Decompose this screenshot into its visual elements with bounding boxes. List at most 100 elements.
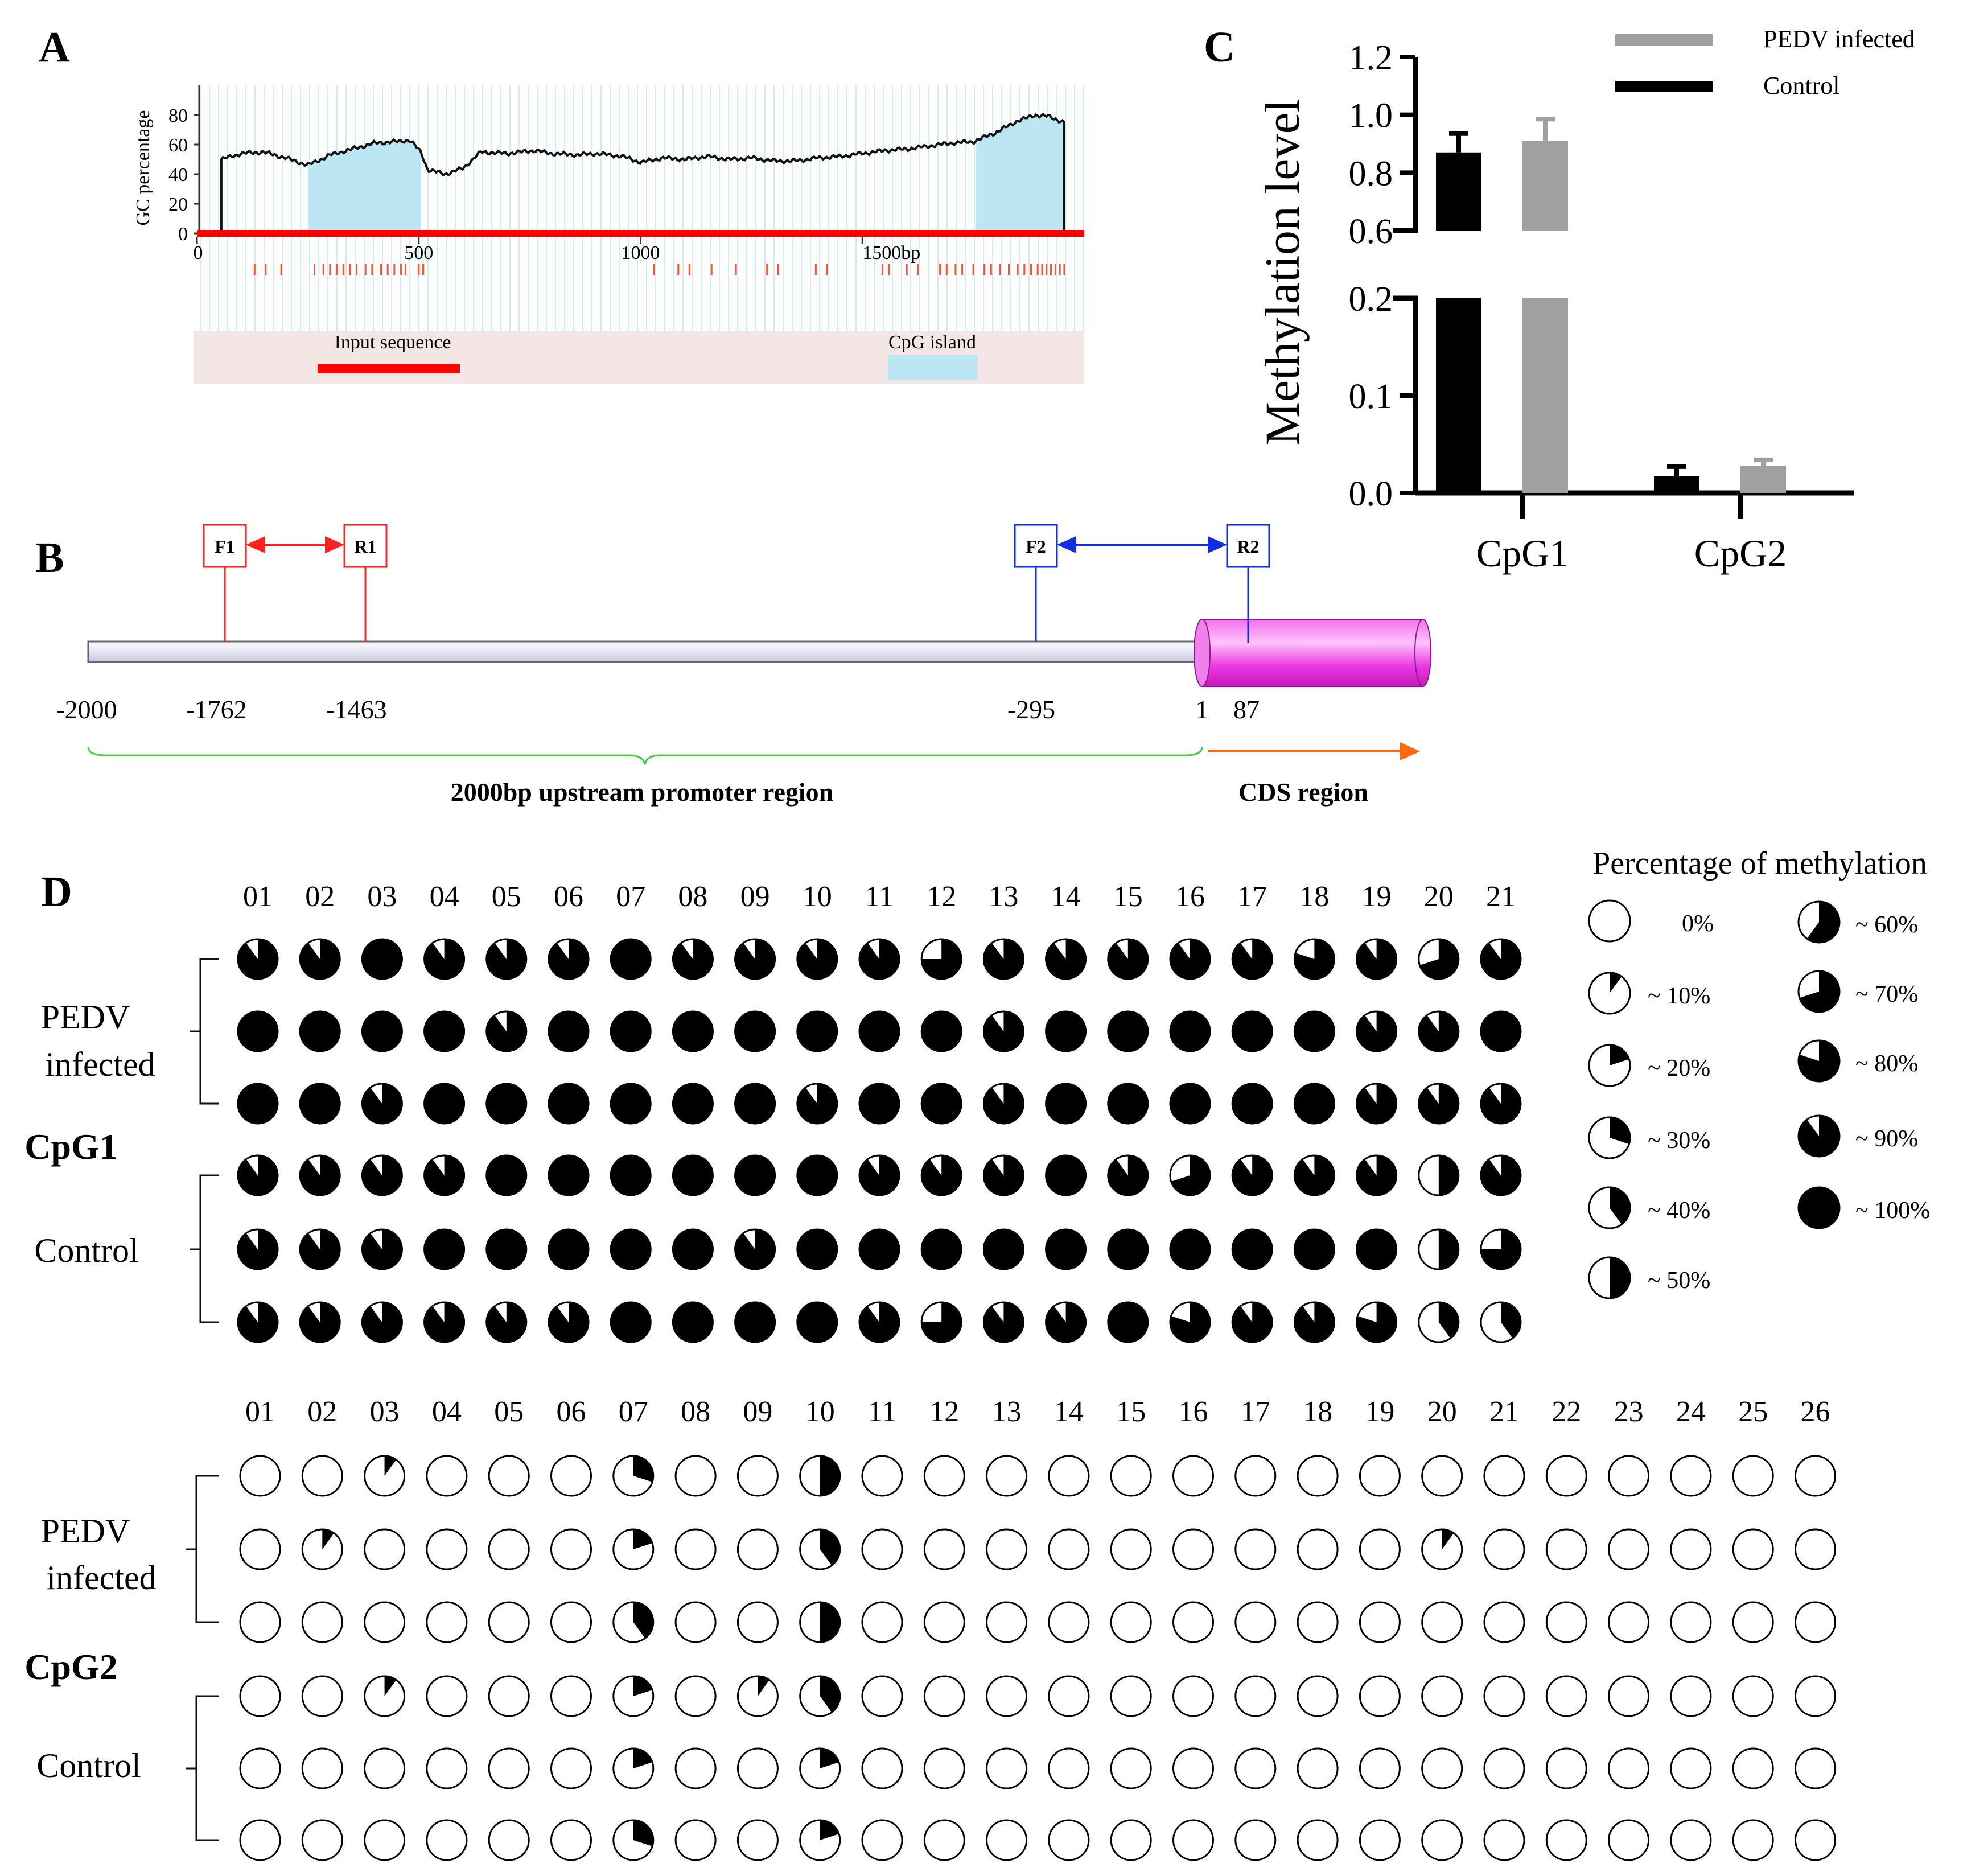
cpg2-site-label: 16 xyxy=(1179,1396,1208,1428)
methylation-pie xyxy=(426,1455,468,1497)
methylation-pie xyxy=(923,1675,965,1717)
methylation-pie xyxy=(1545,1747,1587,1789)
methylation-pie xyxy=(1110,1601,1152,1643)
primer-f1-label: F1 xyxy=(215,536,235,557)
methylation-pie xyxy=(858,1228,900,1270)
methylation-pie xyxy=(1480,1083,1522,1125)
methylation-pie xyxy=(1670,1747,1712,1789)
c-y-tick-label: 1.0 xyxy=(1349,97,1393,135)
methylation-pie xyxy=(423,1010,466,1052)
cpg1-site-label: 16 xyxy=(1175,881,1205,913)
cpg2-site-label: 13 xyxy=(992,1396,1022,1428)
legend-pie xyxy=(1588,1116,1631,1159)
methylation-pie xyxy=(923,1747,965,1789)
methylation-pie xyxy=(1545,1675,1587,1717)
methylation-pie xyxy=(1359,1819,1401,1861)
methylation-pie xyxy=(488,1528,530,1570)
legend-cpg-label: CpG island xyxy=(888,332,976,353)
cpg2-site-label: 15 xyxy=(1116,1396,1146,1428)
legend-label: ~ 70% xyxy=(1855,981,1918,1007)
methylation-pie xyxy=(1231,1228,1273,1270)
methylation-pie xyxy=(1356,1083,1398,1125)
methylation-pie xyxy=(799,1455,841,1497)
gc-content-plot: 0 20 40 60 80 GC percentage 0 500 1000 1500bp I… xyxy=(133,84,1084,384)
methylation-pie xyxy=(488,1747,530,1789)
methylation-pie xyxy=(550,1747,592,1789)
methylation-pie xyxy=(1483,1528,1525,1570)
methylation-pie xyxy=(861,1819,903,1861)
x-tick-label: 1500bp xyxy=(862,242,920,264)
cpg2-site-label: 06 xyxy=(557,1396,586,1428)
cpg2-site-label: 05 xyxy=(494,1396,524,1428)
cpg1-site-label: 09 xyxy=(740,881,770,913)
methylation-pie xyxy=(1545,1601,1587,1643)
cpg1-site-label: 03 xyxy=(367,881,397,913)
methylation-pie xyxy=(796,1083,838,1125)
methylation-pie xyxy=(299,1228,341,1270)
methylation-pie xyxy=(734,1154,776,1196)
methylation-pie xyxy=(1608,1747,1650,1789)
methylation-pie xyxy=(861,1675,903,1717)
methylation-pie xyxy=(1670,1675,1712,1717)
methylation-pie xyxy=(674,1455,717,1497)
methylation-pie xyxy=(550,1601,592,1643)
cds-label: CDS region xyxy=(1238,777,1368,807)
methylation-pie xyxy=(239,1455,281,1497)
methylation-pie xyxy=(1107,1083,1149,1125)
methylation-pie xyxy=(1483,1601,1525,1643)
group-label-control: Control xyxy=(36,1747,141,1784)
legend-label: ~ 30% xyxy=(1648,1128,1710,1154)
cpg1-site-label: 15 xyxy=(1113,881,1143,913)
methylation-pie xyxy=(548,1301,590,1343)
panel-label-a: A xyxy=(39,23,70,71)
methylation-pie xyxy=(1107,1154,1149,1196)
methylation-pie xyxy=(1231,1154,1273,1196)
methylation-pie xyxy=(920,1301,962,1343)
c-category-labels: CpG1 CpG2 xyxy=(1476,493,1787,575)
methylation-pie xyxy=(986,1675,1028,1717)
methylation-lollipop-panel: 01 02 03 04 05 06 07 08 09 10 11 12 13 14 15 16 17 18 19 20… xyxy=(24,846,1930,1861)
methylation-pie xyxy=(550,1819,592,1861)
cpg1-site-label: 20 xyxy=(1424,881,1454,913)
methylation-pie xyxy=(423,1228,466,1270)
cpg2-site-label: 01 xyxy=(245,1396,275,1428)
c-y-tick-label: 0.1 xyxy=(1349,377,1393,416)
methylation-pie xyxy=(548,1010,590,1052)
methylation-pie xyxy=(1110,1747,1152,1789)
methylation-legend-title: Percentage of methylation xyxy=(1592,846,1927,881)
cpg2-site-label: 21 xyxy=(1489,1396,1519,1428)
cpg2-site-label: 26 xyxy=(1801,1396,1830,1428)
methylation-pie xyxy=(299,1083,341,1125)
methylation-pie xyxy=(796,938,838,980)
group-label-pedv: infected xyxy=(45,1046,155,1083)
methylation-pie xyxy=(672,1083,714,1125)
methylation-pie xyxy=(1732,1528,1774,1570)
methylation-pie xyxy=(858,1154,900,1196)
y-tick-label: 40 xyxy=(168,164,188,186)
methylation-pie xyxy=(1608,1675,1650,1717)
methylation-pie xyxy=(799,1819,841,1861)
legend-input-swatch xyxy=(318,364,460,373)
methylation-pie xyxy=(1545,1455,1587,1497)
methylation-pie xyxy=(1297,1747,1339,1789)
methylation-pie xyxy=(1356,938,1398,980)
methylation-pie xyxy=(799,1747,841,1789)
cpg-island-regions xyxy=(307,115,1064,233)
methylation-pie xyxy=(485,1301,528,1343)
methylation-pie xyxy=(674,1675,717,1717)
panel-label-b: B xyxy=(35,534,64,582)
legend-label: ~ 100% xyxy=(1855,1198,1930,1224)
cpg2-label: CpG2 xyxy=(24,1647,118,1687)
methylation-pie xyxy=(861,1601,903,1643)
methylation-pie xyxy=(237,1228,279,1270)
methylation-pie xyxy=(1107,1301,1149,1343)
amplicon-2-arrowhead-left xyxy=(1057,536,1076,553)
methylation-pie xyxy=(1231,938,1273,980)
methylation-pie xyxy=(672,938,714,980)
methylation-pie xyxy=(796,1010,838,1052)
methylation-pie xyxy=(301,1528,343,1570)
c-y-tick-label: 0.8 xyxy=(1349,154,1393,193)
methylation-pie xyxy=(674,1819,717,1861)
group-label-pedv: PEDV xyxy=(41,998,130,1036)
methylation-pie xyxy=(1418,1301,1460,1343)
